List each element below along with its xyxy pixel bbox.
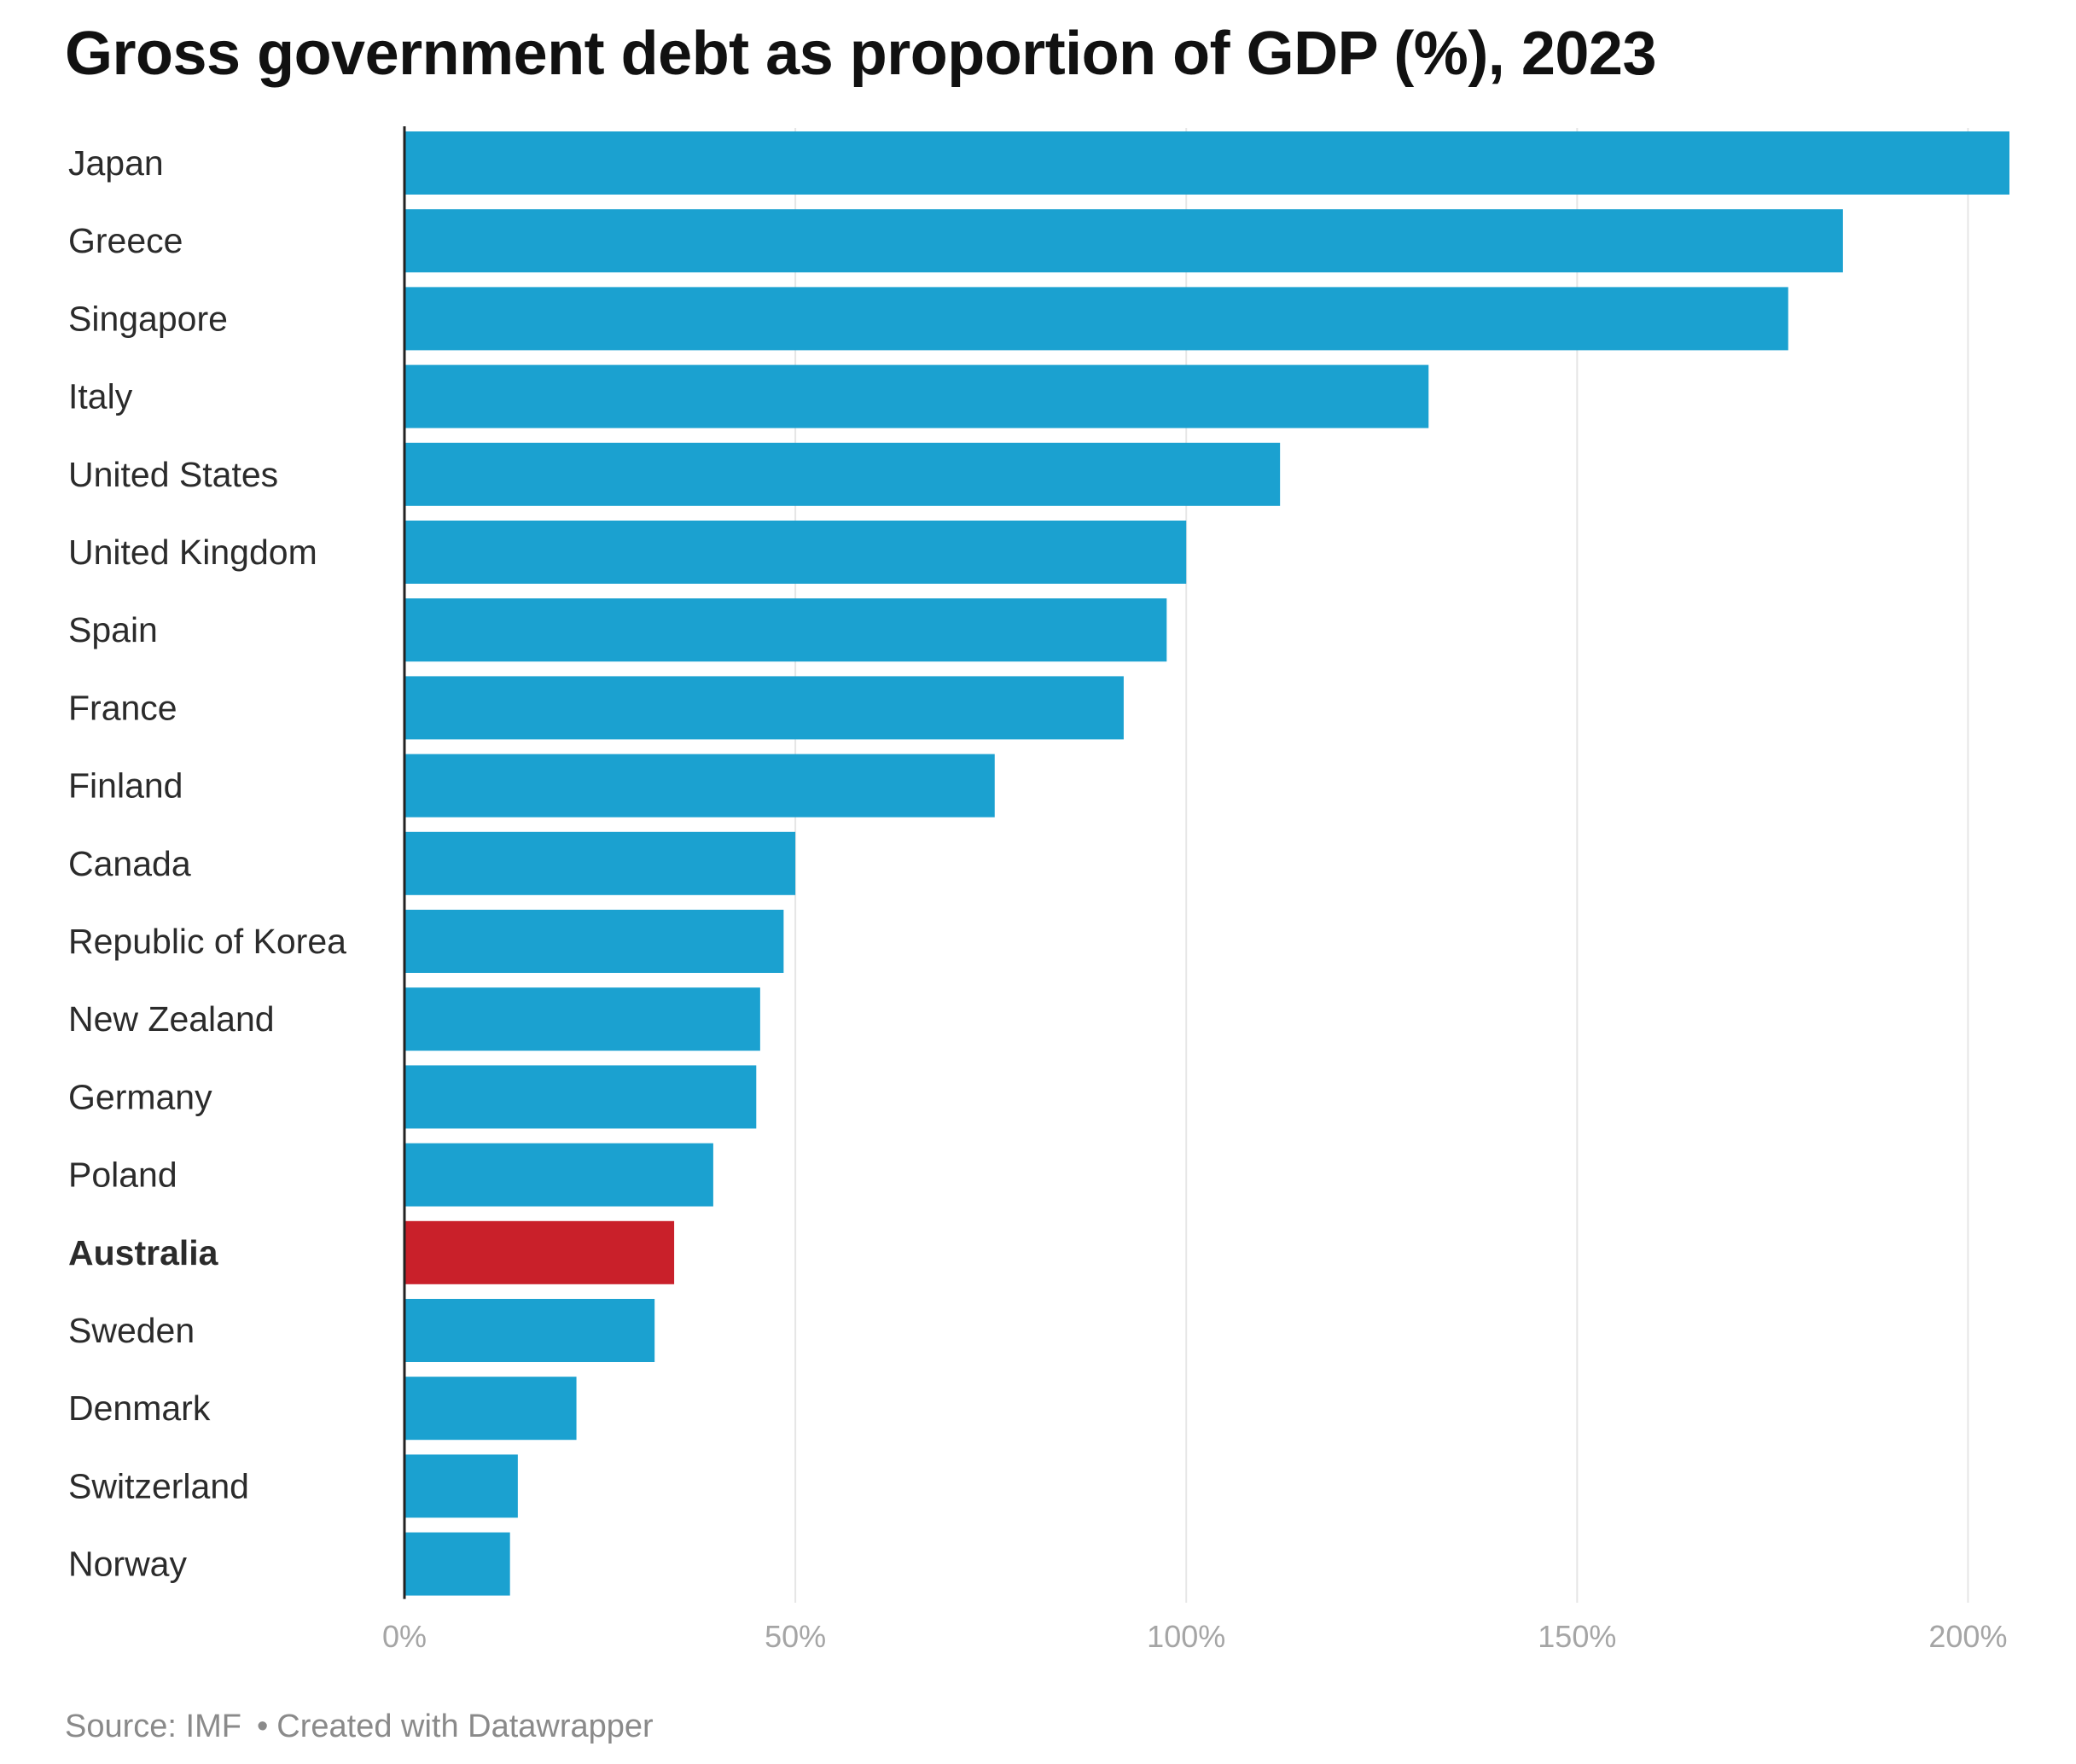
bar bbox=[404, 910, 784, 973]
category-label: Singapore bbox=[68, 299, 228, 338]
bar bbox=[404, 209, 1843, 273]
bar bbox=[404, 1454, 518, 1518]
category-label: United Kingdom bbox=[68, 533, 317, 572]
bar bbox=[404, 598, 1167, 662]
bar bbox=[404, 364, 1429, 428]
chart-footer: Source: IMF • Created with Datawrapper bbox=[65, 1709, 654, 1745]
category-label: Spain bbox=[68, 610, 158, 649]
bar bbox=[404, 131, 2009, 195]
category-label: Germany bbox=[68, 1077, 212, 1116]
bar bbox=[404, 987, 760, 1051]
bar bbox=[404, 1299, 655, 1362]
category-label: Greece bbox=[68, 221, 183, 260]
x-tick-label: 100% bbox=[1147, 1619, 1225, 1654]
category-label: Italy bbox=[68, 377, 133, 416]
category-label: Poland bbox=[68, 1156, 177, 1195]
bar-highlight bbox=[404, 1220, 675, 1284]
x-tick-label: 0% bbox=[382, 1619, 427, 1654]
x-tick-label: 200% bbox=[1928, 1619, 2007, 1654]
bar bbox=[404, 1065, 757, 1129]
bar-chart: Japan Greece Singapore Italy United States Un… bbox=[68, 126, 2009, 1654]
bar bbox=[404, 676, 1124, 740]
category-label: Finland bbox=[68, 766, 183, 806]
x-tick-label: 50% bbox=[765, 1619, 826, 1654]
footer-separator: • bbox=[256, 1709, 269, 1744]
bar bbox=[404, 1532, 510, 1596]
bar bbox=[404, 831, 796, 895]
category-label: Denmark bbox=[68, 1388, 211, 1428]
category-label: Sweden bbox=[68, 1311, 195, 1350]
category-label: United States bbox=[68, 455, 278, 494]
x-axis-ticks: 0% 50% 100% 150% 200% bbox=[382, 1619, 2007, 1654]
bar bbox=[404, 442, 1281, 506]
x-tick-label: 150% bbox=[1538, 1619, 1616, 1654]
credit-note: Created with Datawrapper bbox=[276, 1709, 654, 1744]
category-label: Republic of Korea bbox=[68, 922, 346, 961]
category-label: France bbox=[68, 688, 177, 727]
chart-title: Gross government debt as proportion of G… bbox=[65, 20, 1656, 88]
bar bbox=[404, 754, 995, 818]
category-label: Japan bbox=[68, 143, 164, 183]
category-label: Norway bbox=[68, 1545, 187, 1584]
category-label: Canada bbox=[68, 844, 191, 883]
bar bbox=[404, 1143, 713, 1207]
bar bbox=[404, 1377, 577, 1441]
source-note: Source: IMF bbox=[65, 1709, 241, 1744]
category-labels: Japan Greece Singapore Italy United States Un… bbox=[68, 143, 346, 1584]
bar bbox=[404, 521, 1187, 584]
bars bbox=[404, 131, 2009, 1596]
category-label: Switzerland bbox=[68, 1466, 249, 1505]
category-label: Australia bbox=[68, 1233, 219, 1272]
category-label: New Zealand bbox=[68, 999, 275, 1039]
bar bbox=[404, 287, 1788, 351]
